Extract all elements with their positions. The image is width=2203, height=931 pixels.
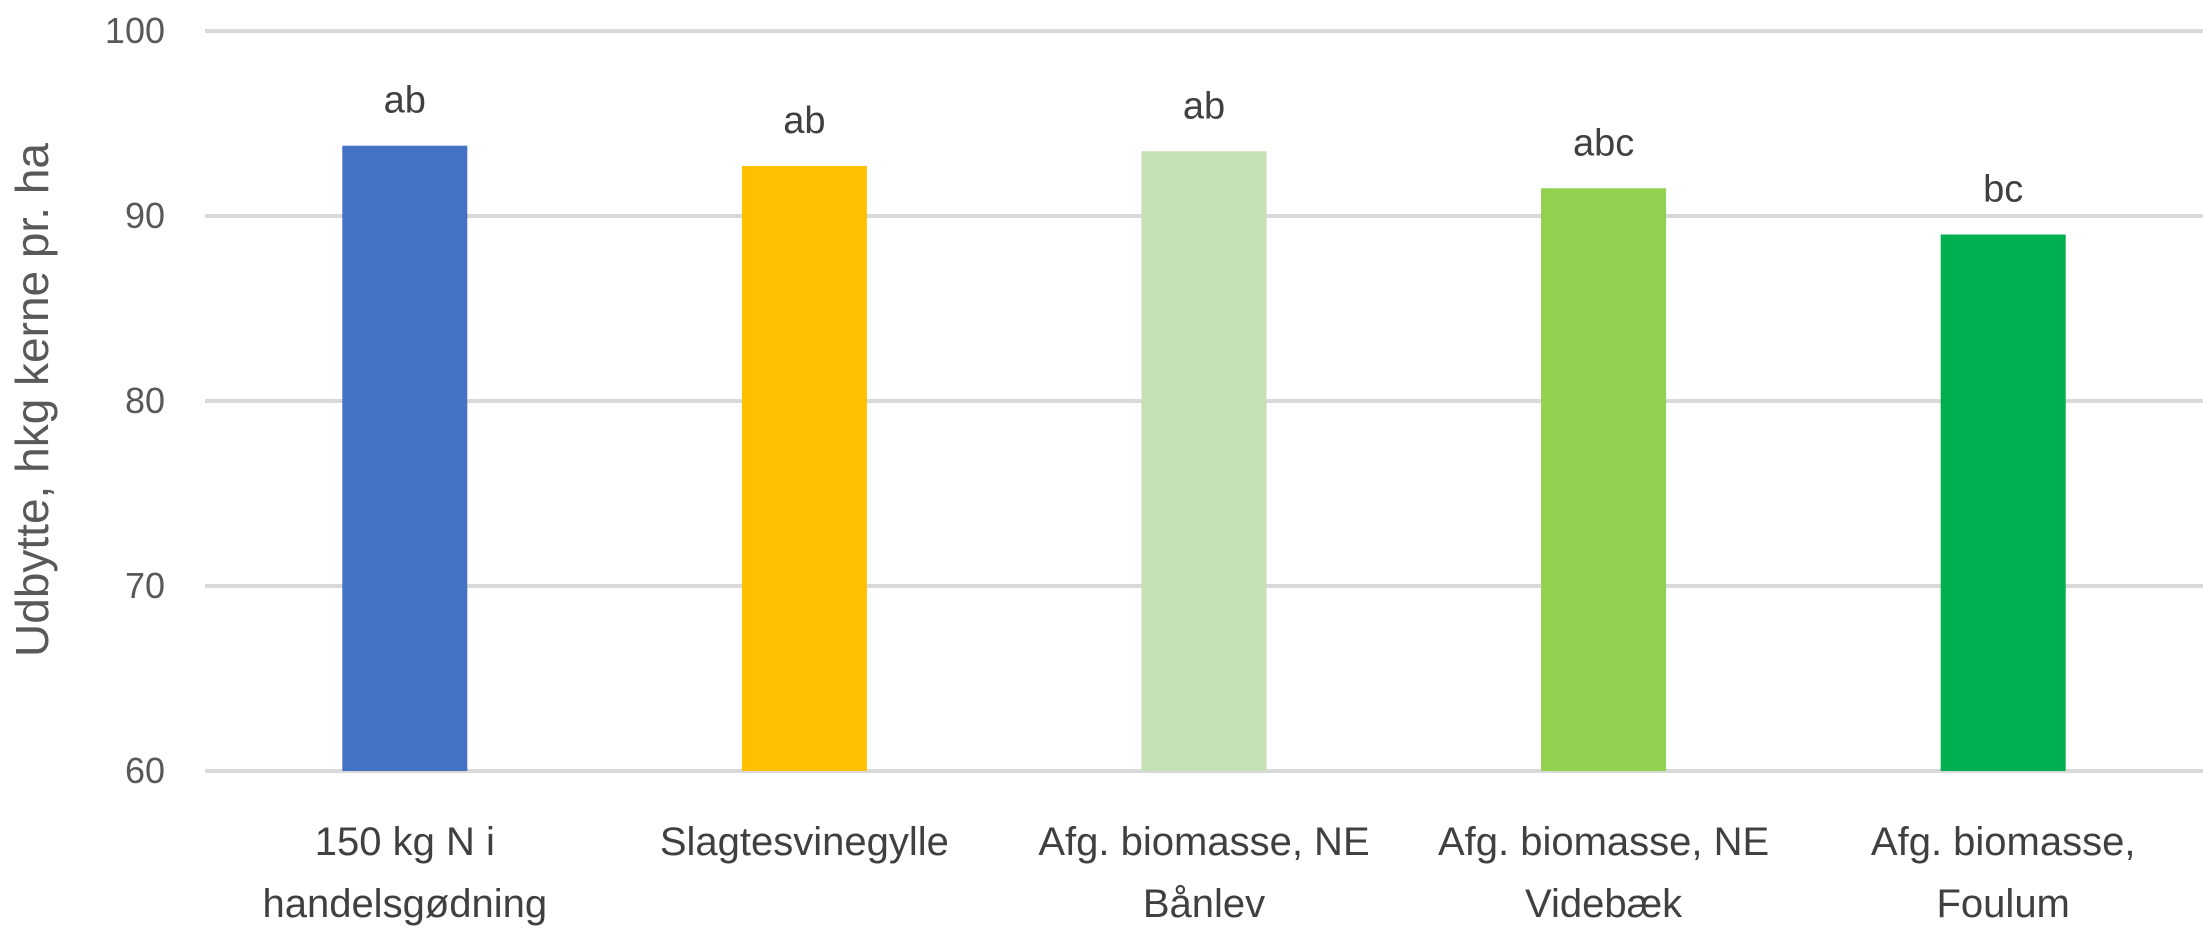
- data-label: ab: [384, 80, 426, 122]
- data-label: ab: [783, 100, 825, 142]
- y-tick-label: 70: [125, 565, 165, 606]
- category-label: Videbæk: [1525, 882, 1683, 926]
- bar: [1141, 151, 1267, 771]
- bars: [342, 145, 2066, 772]
- category-label: Bånlev: [1143, 882, 1265, 926]
- data-label: bc: [1983, 169, 2023, 211]
- category-label: Afg. biomasse,: [1871, 820, 2136, 864]
- category-label: handelsgødning: [262, 882, 547, 926]
- y-tick-label: 100: [105, 10, 165, 51]
- category-label: Foulum: [1937, 882, 2070, 926]
- data-label: abc: [1573, 122, 1634, 164]
- category-label: Afg. biomasse, NE: [1438, 820, 1769, 864]
- bar: [741, 166, 867, 772]
- x-axis-category-labels: 150 kg N i handelsgødning Slagtesvinegylle…: [262, 820, 2135, 926]
- data-label: ab: [1183, 85, 1225, 127]
- data-labels: ab ab ab abc bc: [384, 80, 2024, 211]
- bar: [342, 145, 468, 771]
- y-tick-label: 60: [125, 750, 165, 791]
- category-label: Slagtesvinegylle: [660, 820, 949, 864]
- y-tick-label: 90: [125, 195, 165, 236]
- category-label: Afg. biomasse, NE: [1038, 820, 1369, 864]
- bar: [1940, 234, 2066, 771]
- category-label: 150 kg N i: [315, 820, 495, 864]
- y-axis-tick-labels: 60 70 80 90 100: [105, 10, 165, 791]
- y-axis-title: Udbytte, hkg kerne pr. ha: [6, 143, 58, 657]
- y-tick-label: 80: [125, 380, 165, 421]
- bar: [1541, 188, 1667, 771]
